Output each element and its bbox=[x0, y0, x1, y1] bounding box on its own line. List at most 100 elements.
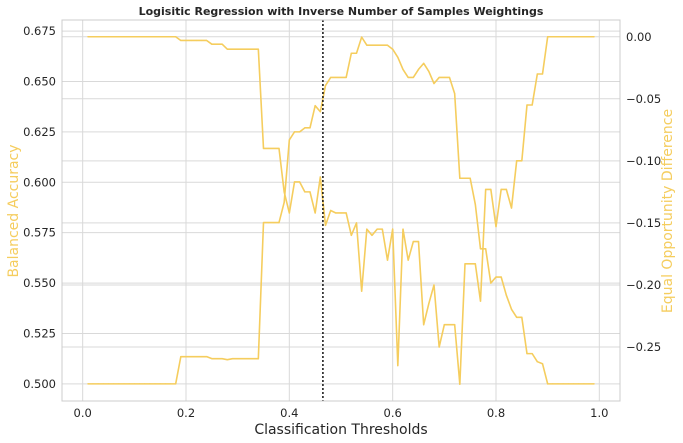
data-point bbox=[330, 76, 332, 79]
right-y-tick-label: −0.15 bbox=[626, 216, 661, 230]
x-tick-label: 1.0 bbox=[590, 406, 608, 420]
data-point bbox=[97, 36, 99, 38]
data-point bbox=[433, 82, 435, 85]
x-axis-label: Classification Thresholds bbox=[254, 422, 427, 438]
data-point bbox=[149, 36, 151, 38]
data-point bbox=[392, 228, 394, 230]
data-point bbox=[299, 131, 301, 133]
data-point bbox=[299, 181, 301, 183]
data-point bbox=[185, 356, 187, 358]
data-point bbox=[309, 127, 311, 129]
data-point bbox=[190, 356, 192, 358]
left-y-tick-label: 0.650 bbox=[23, 74, 56, 88]
series-right-axis bbox=[87, 35, 595, 386]
data-point bbox=[231, 358, 234, 360]
data-point bbox=[262, 222, 265, 224]
right-y-tick-label: −0.05 bbox=[626, 92, 661, 106]
data-point bbox=[107, 383, 110, 385]
data-point bbox=[283, 191, 285, 193]
data-point bbox=[304, 127, 306, 129]
data-point bbox=[572, 36, 575, 38]
data-point bbox=[144, 36, 146, 38]
data-point bbox=[526, 353, 528, 355]
data-point bbox=[231, 48, 234, 50]
data-point bbox=[221, 43, 223, 45]
data-point bbox=[578, 36, 580, 38]
left-y-tick-label: 0.500 bbox=[23, 377, 56, 391]
left-y-tick-label: 0.600 bbox=[23, 175, 56, 189]
data-point bbox=[521, 316, 523, 318]
right-y-tick-label: −0.10 bbox=[626, 154, 661, 168]
data-point bbox=[237, 358, 239, 360]
data-point bbox=[562, 383, 564, 385]
data-point bbox=[169, 36, 172, 38]
plot-area bbox=[62, 20, 620, 401]
left-y-tick-label: 0.675 bbox=[23, 24, 56, 38]
data-point bbox=[309, 191, 311, 193]
chart-title: Logisitic Regression with Inverse Number… bbox=[139, 5, 544, 18]
data-point bbox=[190, 39, 192, 42]
data-point bbox=[293, 131, 296, 133]
series-layer bbox=[87, 35, 595, 386]
data-point bbox=[562, 36, 564, 38]
data-point bbox=[268, 222, 270, 224]
data-point bbox=[464, 177, 466, 179]
data-point bbox=[469, 177, 471, 179]
data-point bbox=[283, 201, 285, 204]
data-point bbox=[216, 43, 218, 45]
data-point bbox=[340, 212, 342, 214]
data-point bbox=[92, 383, 94, 385]
data-point bbox=[175, 36, 177, 38]
data-point bbox=[226, 48, 228, 50]
data-point bbox=[469, 263, 471, 265]
data-point bbox=[195, 39, 197, 42]
data-point bbox=[118, 383, 120, 385]
data-point bbox=[180, 356, 182, 358]
data-point bbox=[268, 147, 270, 150]
data-point bbox=[133, 36, 135, 38]
data-point bbox=[443, 324, 445, 326]
data-point bbox=[87, 383, 89, 385]
data-point bbox=[531, 353, 533, 355]
data-point bbox=[510, 308, 513, 310]
data-point bbox=[247, 358, 249, 360]
data-point bbox=[495, 226, 497, 228]
data-point bbox=[293, 181, 296, 183]
data-point bbox=[216, 358, 218, 360]
data-point bbox=[252, 358, 254, 360]
data-point bbox=[366, 228, 368, 230]
data-point bbox=[128, 383, 130, 385]
data-point bbox=[102, 383, 104, 385]
data-point bbox=[438, 346, 440, 348]
right-y-gridlines bbox=[62, 36, 620, 348]
data-point bbox=[438, 76, 440, 79]
data-point bbox=[128, 36, 130, 38]
data-point bbox=[262, 147, 265, 150]
data-point bbox=[252, 48, 254, 50]
data-point bbox=[448, 76, 451, 79]
data-point bbox=[335, 76, 337, 79]
data-point bbox=[386, 259, 389, 261]
data-point bbox=[552, 36, 554, 38]
data-point bbox=[572, 383, 575, 385]
data-point bbox=[433, 284, 435, 286]
x-tick-label: 0.2 bbox=[177, 406, 195, 420]
data-point bbox=[412, 240, 414, 243]
data-point bbox=[273, 147, 275, 150]
data-point bbox=[237, 48, 239, 50]
data-point bbox=[159, 383, 161, 385]
data-point bbox=[485, 248, 487, 250]
data-point bbox=[221, 358, 223, 360]
data-point bbox=[92, 36, 94, 38]
left-y-gridlines bbox=[62, 30, 620, 385]
data-point bbox=[159, 36, 161, 38]
left-y-tick-label: 0.625 bbox=[23, 125, 56, 139]
left-y-axis-label: Balanced Accuracy bbox=[6, 144, 22, 277]
data-point bbox=[180, 39, 182, 42]
data-point bbox=[206, 39, 208, 42]
data-point bbox=[412, 76, 414, 79]
data-point bbox=[536, 73, 538, 75]
data-point bbox=[175, 383, 177, 385]
data-point bbox=[464, 263, 466, 265]
data-point bbox=[485, 188, 487, 190]
